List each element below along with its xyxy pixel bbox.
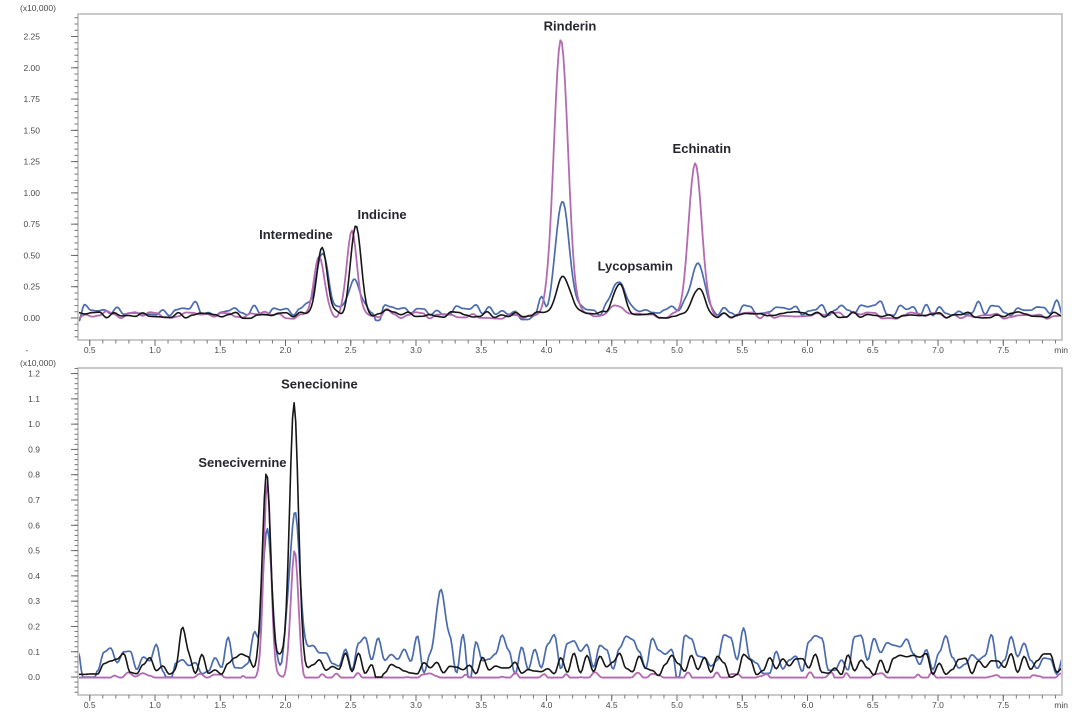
x-tick-label: 6.0	[802, 345, 814, 355]
x-tick-label: 6.0	[802, 700, 814, 710]
x-tick-label: 4.0	[541, 700, 553, 710]
y-tick-label: 0.7	[28, 495, 40, 505]
x-tick-label: 2.0	[280, 345, 292, 355]
x-tick-label: 1.5	[214, 345, 226, 355]
peak-label-rinderin: Rinderin	[544, 18, 597, 33]
trace-pink	[79, 481, 1061, 679]
y-tick-label: 0.1	[28, 647, 40, 657]
x-tick-label: 1.0	[149, 700, 161, 710]
x-tick-label: 0.5	[84, 700, 96, 710]
plot-border	[77, 367, 1063, 696]
y-tick-label: 0.00	[23, 313, 40, 323]
y-tick-label: 0.8	[28, 470, 40, 480]
trace-blue	[79, 200, 1061, 322]
chromatogram-top-plot: (x10,000) 0.00 0.25 0.50 0.75 1.00 1.25 1.50 1.7…	[20, 3, 1068, 355]
x-tick-label: 4.0	[541, 345, 553, 355]
y-tick-label: 0.50	[23, 250, 40, 260]
y-tick-label: 0.9	[28, 444, 40, 454]
y-tick-label: 2.00	[23, 63, 40, 73]
y-tick-label: 1.50	[23, 125, 40, 135]
x-tick-label: 2.5	[345, 700, 357, 710]
y-tick-label: 0.4	[28, 571, 40, 581]
peak-label-intermedine: Intermedine	[259, 227, 333, 242]
x-origin-label: -	[26, 345, 29, 355]
x-tick-label: 5.5	[736, 700, 748, 710]
x-tick-label: 1.0	[149, 345, 161, 355]
y-tick-label: 0.3	[28, 596, 40, 606]
x-tick-label: 7.5	[997, 345, 1009, 355]
peak-label-echinatin: Echinatin	[673, 141, 732, 156]
peak-label-lycopsamin: Lycopsamin	[598, 258, 673, 273]
x-tick-label: 2.0	[280, 700, 292, 710]
x-tick-label: 7.0	[932, 345, 944, 355]
x-tick-label: 1.5	[214, 700, 226, 710]
x-tick-label: 6.5	[867, 345, 879, 355]
peak-label-indicine: Indicine	[358, 207, 407, 222]
y-tick-label: 1.75	[23, 94, 40, 104]
traces-group	[79, 39, 1061, 322]
y-tick-label: 1.1	[28, 394, 40, 404]
x-tick-label: 0.5	[84, 345, 96, 355]
y-tick-label: 0.6	[28, 520, 40, 530]
y-tick-label: 0.25	[23, 282, 40, 292]
x-tick-label: 4.5	[606, 345, 618, 355]
peak-label-senecivernine: Senecivernine	[198, 455, 286, 470]
trace-black	[79, 401, 1061, 678]
x-axis-unit-label: min	[1054, 345, 1068, 355]
y-tick-label: 0.2	[28, 621, 40, 631]
x-tick-label: 3.0	[410, 700, 422, 710]
trace-black	[79, 225, 1061, 320]
x-tick-label: 7.5	[997, 700, 1009, 710]
x-tick-label: 3.5	[475, 700, 487, 710]
x-tick-label: 3.5	[475, 345, 487, 355]
x-tick-label: 6.5	[867, 700, 879, 710]
x-axis-unit-label: min	[1054, 700, 1068, 710]
x-tick-label: 7.0	[932, 700, 944, 710]
x-tick-label: 2.5	[345, 345, 357, 355]
chromatogram-bottom-panel: (x10,000) 0.0 0.1 0.2 0.3 0.4 0.5 0.6 0.7 0.8 0.9 1…	[0, 360, 1080, 719]
y-tick-label: 0.5	[28, 546, 40, 556]
y-tick-label: 0.75	[23, 219, 40, 229]
y-tick-label: 1.2	[28, 369, 40, 379]
x-tick-label: 5.5	[736, 345, 748, 355]
traces-group	[79, 401, 1061, 679]
chromatogram-bottom-plot: (x10,000) 0.0 0.1 0.2 0.3 0.4 0.5 0.6 0.7 0.8 0.9 1…	[20, 360, 1068, 710]
y-tick-label: 2.25	[23, 32, 40, 42]
y-tick-label: 1.00	[23, 188, 40, 198]
x-tick-label: 5.0	[671, 700, 683, 710]
y-tick-label: 0.0	[28, 672, 40, 682]
x-tick-label: 4.5	[606, 700, 618, 710]
y-tick-label: 1.25	[23, 157, 40, 167]
x-tick-label: 3.0	[410, 345, 422, 355]
trace-blue	[79, 512, 1061, 678]
y-axis-unit-label: (x10,000)	[20, 3, 56, 13]
x-tick-label: 5.0	[671, 345, 683, 355]
y-axis-unit-label: (x10,000)	[20, 360, 56, 368]
chromatogram-top-panel: (x10,000) 0.00 0.25 0.50 0.75 1.00 1.25 1.50 1.7…	[20, 3, 1068, 355]
y-tick-label: 1.0	[28, 419, 40, 429]
peak-label-senecionine: Senecionine	[281, 377, 358, 392]
